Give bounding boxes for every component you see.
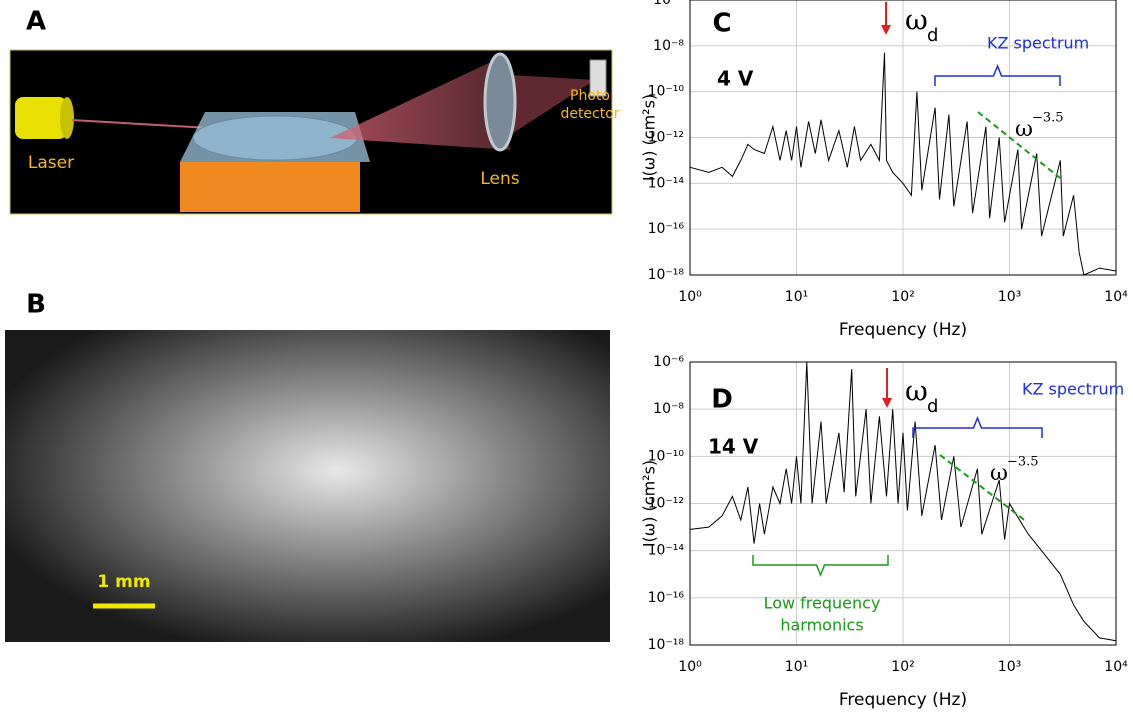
y-tick-label: 10⁻¹⁰ (648, 84, 685, 100)
power-law-exp: −3.5 (1007, 455, 1039, 470)
photo-detector (589, 59, 607, 97)
y-tick-label: 10⁻⁸ (653, 401, 684, 417)
spectrum-line (689, 52, 1117, 276)
drive-arrow-head (881, 25, 891, 35)
voltage-label: 4 V (717, 67, 754, 91)
kz-label: KZ spectrum (987, 34, 1089, 53)
slope-guide (939, 454, 1028, 523)
x-axis-label: Frequency (Hz) (839, 320, 967, 340)
power-law-exp: −3.5 (1032, 111, 1064, 126)
y-tick-label: 10⁻¹⁶ (648, 221, 685, 237)
detector-label: detector (560, 106, 619, 122)
laser-end (60, 97, 74, 139)
scale-bar-label: 1 mm (97, 572, 150, 592)
y-tick-label: 10⁻⁶ (653, 354, 684, 370)
power-law: ω (990, 461, 1008, 486)
y-tick-label: 10⁻¹⁸ (648, 637, 685, 653)
omega-d: ω (905, 4, 928, 37)
spectrum-line (689, 361, 1117, 642)
cell-base (180, 162, 360, 212)
x-tick-label: 10¹ (785, 659, 808, 675)
plot-frame (689, 361, 1117, 646)
panel-label: C (712, 9, 731, 39)
lens (483, 52, 517, 152)
y-tick-label: 10⁻¹⁴ (648, 543, 685, 559)
y-tick-label: 10⁻¹⁸ (648, 267, 685, 283)
scattered-beam (330, 60, 510, 150)
kz-label: KZ spectrum (1022, 380, 1124, 399)
x-tick-label: 10³ (998, 289, 1021, 305)
micrograph (5, 330, 610, 642)
harmonics-label: Low frequency (764, 594, 881, 613)
y-tick-label: 10⁻⁶ (653, 0, 684, 8)
y-tick-label: 10⁻¹² (648, 496, 684, 512)
detector-label: Photo (570, 88, 610, 104)
panel-label: A (26, 7, 46, 37)
x-axis-label: Frequency (Hz) (839, 690, 967, 710)
y-tick-label: 10⁻¹⁴ (648, 175, 685, 191)
x-tick-label: 10⁰ (678, 659, 702, 675)
x-tick-label: 10² (891, 289, 914, 305)
y-axis-label: I(ω) (cm²s) (640, 460, 659, 547)
panel-label: D (711, 385, 733, 415)
voltage-label: 14 V (708, 435, 759, 459)
focused-beam (510, 75, 595, 135)
drive-arrow-head (882, 398, 892, 408)
omega-d: ω (905, 375, 928, 408)
omega-d-sub: d (927, 396, 938, 417)
y-axis-label: I(ω) (cm²s) (640, 94, 659, 181)
harmonics-bracket (752, 555, 889, 578)
harmonics-label: harmonics (780, 616, 863, 635)
power-law: ω (1015, 117, 1033, 142)
x-tick-label: 10² (891, 659, 914, 675)
x-tick-label: 10⁰ (678, 289, 702, 305)
plot-frame (689, 0, 1117, 276)
y-tick-label: 10⁻¹² (648, 130, 684, 146)
x-tick-label: 10⁴ (1104, 659, 1128, 675)
x-tick-label: 10¹ (785, 289, 808, 305)
kz-bracket (912, 415, 1043, 438)
y-tick-label: 10⁻⁸ (653, 38, 684, 54)
y-tick-label: 10⁻¹⁰ (648, 448, 685, 464)
panel-label: B (26, 290, 46, 320)
y-tick-label: 10⁻¹⁶ (648, 590, 685, 606)
x-tick-label: 10³ (998, 659, 1021, 675)
laser-body (15, 97, 67, 139)
omega-d-sub: d (927, 25, 938, 46)
laser-label: Laser (28, 153, 74, 173)
x-tick-label: 10⁴ (1104, 289, 1128, 305)
kz-bracket (934, 63, 1061, 86)
lens-label: Lens (480, 169, 519, 189)
slope-guide (977, 111, 1061, 179)
